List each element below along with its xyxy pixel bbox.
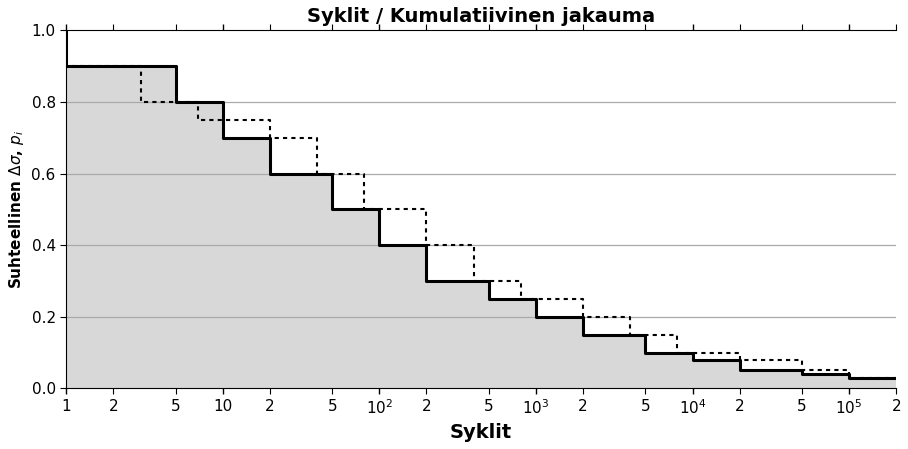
Polygon shape	[66, 30, 896, 388]
Y-axis label: Suhteellinen $\Delta\sigma$, $p_i$: Suhteellinen $\Delta\sigma$, $p_i$	[7, 130, 26, 289]
X-axis label: Syklit: Syklit	[450, 423, 512, 442]
Title: Syklit / Kumulatiivinen jakauma: Syklit / Kumulatiivinen jakauma	[307, 7, 656, 26]
